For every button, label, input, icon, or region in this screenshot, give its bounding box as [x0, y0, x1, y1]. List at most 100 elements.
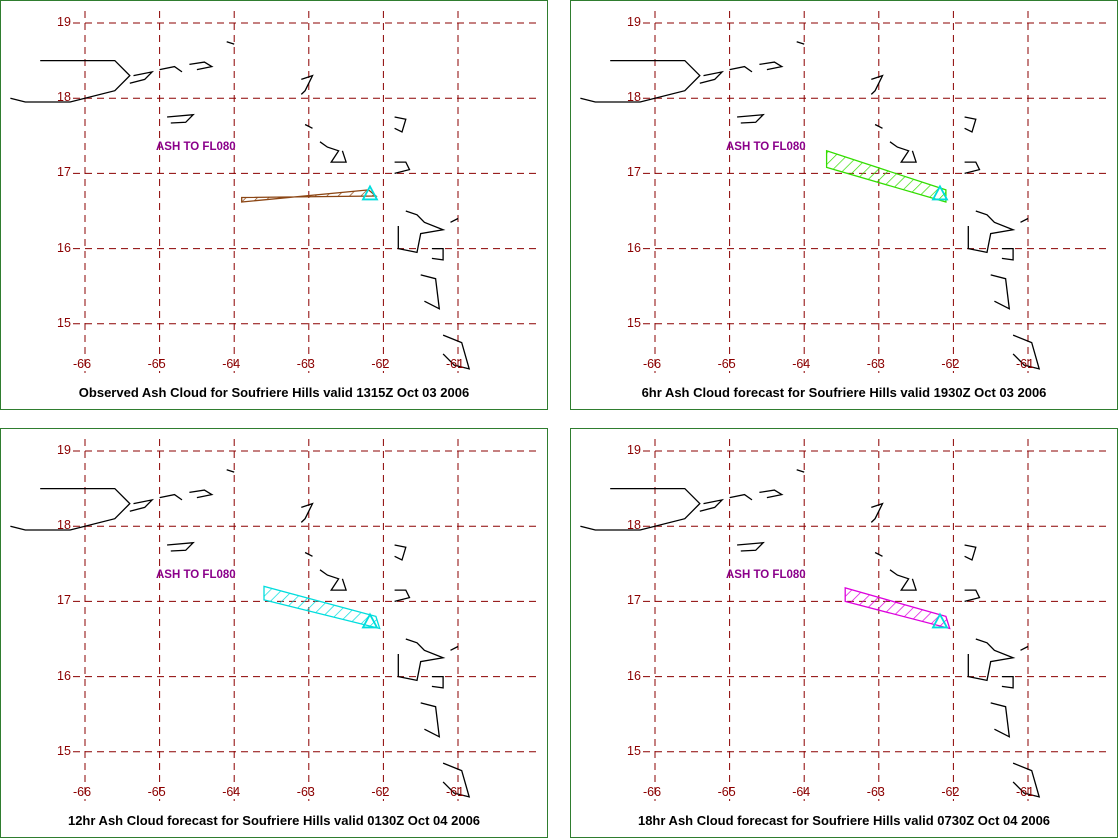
- ash-cloud-polygon: [825, 149, 947, 203]
- map-canvas: [10, 11, 541, 373]
- latitude-tick-label: 16: [627, 240, 641, 255]
- coastline: [796, 41, 805, 45]
- latitude-tick-label: 16: [57, 240, 71, 255]
- coastline: [319, 569, 347, 591]
- coastline: [226, 41, 235, 45]
- longitude-tick-label: -63: [296, 785, 315, 799]
- volcano-marker-icon: [361, 612, 379, 629]
- volcano-marker-icon: [361, 184, 379, 201]
- panel-caption: 6hr Ash Cloud forecast for Soufriere Hil…: [641, 385, 1047, 400]
- coastline: [300, 502, 314, 523]
- coastline: [967, 210, 1016, 254]
- latitude-tick-label: 15: [627, 315, 641, 330]
- coastline: [964, 116, 977, 133]
- longitude-tick-label: -65: [717, 785, 736, 799]
- coastline: [167, 113, 195, 124]
- coastline: [874, 551, 883, 557]
- coastline: [10, 59, 131, 103]
- coastline: [967, 638, 1016, 682]
- longitude-tick-label: -61: [1016, 357, 1035, 371]
- coastline: [159, 493, 183, 501]
- latitude-tick-label: 19: [627, 443, 641, 457]
- panel-caption: Observed Ash Cloud for Soufriere Hills v…: [78, 385, 470, 400]
- ash-cloud-polygon: [263, 585, 381, 630]
- longitude-tick-label: -62: [941, 785, 960, 799]
- latitude-tick-label: 15: [57, 315, 71, 330]
- longitude-tick-label: -66: [73, 357, 92, 371]
- longitude-tick-label: -64: [222, 357, 241, 371]
- coastline: [1012, 762, 1041, 798]
- longitude-tick-label: -66: [643, 357, 662, 371]
- coastline: [319, 141, 347, 163]
- coastline: [394, 589, 411, 603]
- coastline: [394, 116, 407, 133]
- coastline: [737, 541, 765, 552]
- coastline: [394, 544, 407, 561]
- latitude-tick-label: 17: [57, 165, 71, 180]
- map-panel: 19 18 17 16 15 -66 -65 -64 -63 -62 -61 ASH TO FL080…: [0, 428, 548, 838]
- coastline: [167, 541, 195, 552]
- latitude-tick-label: 19: [57, 15, 71, 29]
- coastline: [699, 70, 725, 84]
- coastline: [159, 65, 183, 73]
- coastline: [189, 61, 214, 71]
- coastline: [304, 551, 313, 557]
- latitude-tick-label: 17: [627, 593, 641, 608]
- coastline: [226, 469, 235, 473]
- coastline: [889, 141, 917, 163]
- coastline: [129, 498, 155, 512]
- longitude-tick-label: -62: [371, 785, 390, 799]
- latitude-tick-label: 15: [57, 743, 71, 758]
- coastline: [420, 702, 441, 738]
- longitude-tick-label: -63: [866, 785, 885, 799]
- longitude-tick-label: -64: [792, 357, 811, 371]
- map-canvas: [580, 11, 1111, 373]
- coastline: [990, 274, 1011, 310]
- coastline: [729, 493, 753, 501]
- coastline: [420, 274, 441, 310]
- latitude-tick-label: 18: [57, 90, 71, 105]
- panel-caption: 12hr Ash Cloud forecast for Soufriere Hi…: [67, 813, 481, 828]
- coastline: [729, 65, 753, 73]
- latitude-tick-label: 19: [627, 15, 641, 29]
- coastline: [699, 498, 725, 512]
- coastline: [759, 489, 784, 499]
- coastline: [397, 210, 446, 254]
- coastline: [964, 589, 981, 603]
- ash-height-label: ASH TO FL080: [726, 141, 806, 153]
- map-panel: 19 18 17 16 15 -66 -65 -64 -63 -62 -61 ASH TO FL080…: [0, 0, 548, 410]
- map-panel: 19 18 17 16 15 -66 -65 -64 -63 -62 -61 ASH TO FL080…: [570, 0, 1118, 410]
- coastline: [874, 123, 883, 129]
- coastline: [450, 645, 459, 651]
- volcano-marker-icon: [931, 184, 949, 201]
- coastline: [1020, 645, 1029, 651]
- longitude-tick-label: -66: [643, 785, 662, 799]
- coastline: [10, 487, 131, 531]
- coastline: [759, 61, 784, 71]
- ash-cloud-polygon: [844, 587, 951, 630]
- map-canvas: [580, 439, 1111, 801]
- latitude-tick-label: 18: [627, 90, 641, 105]
- latitude-tick-label: 15: [627, 743, 641, 758]
- longitude-tick-label: -66: [73, 785, 92, 799]
- coastline: [442, 334, 471, 370]
- longitude-tick-label: -63: [866, 357, 885, 371]
- coastline: [129, 70, 155, 84]
- coastline: [1020, 217, 1029, 223]
- coastline: [580, 487, 701, 531]
- coastline: [889, 569, 917, 591]
- coastline: [189, 489, 214, 499]
- longitude-tick-label: -63: [296, 357, 315, 371]
- latitude-tick-label: 17: [57, 593, 71, 608]
- longitude-tick-label: -61: [446, 785, 465, 799]
- coastline: [1001, 247, 1014, 261]
- coastline: [394, 161, 411, 175]
- map-canvas: [10, 439, 541, 801]
- coastline: [431, 247, 444, 261]
- longitude-tick-label: -61: [1016, 785, 1035, 799]
- map-panel: 19 18 17 16 15 -66 -65 -64 -63 -62 -61 ASH TO FL080…: [570, 428, 1118, 838]
- longitude-tick-label: -65: [147, 785, 166, 799]
- longitude-tick-label: -62: [941, 357, 960, 371]
- coastline: [304, 123, 313, 129]
- longitude-tick-label: -64: [222, 785, 241, 799]
